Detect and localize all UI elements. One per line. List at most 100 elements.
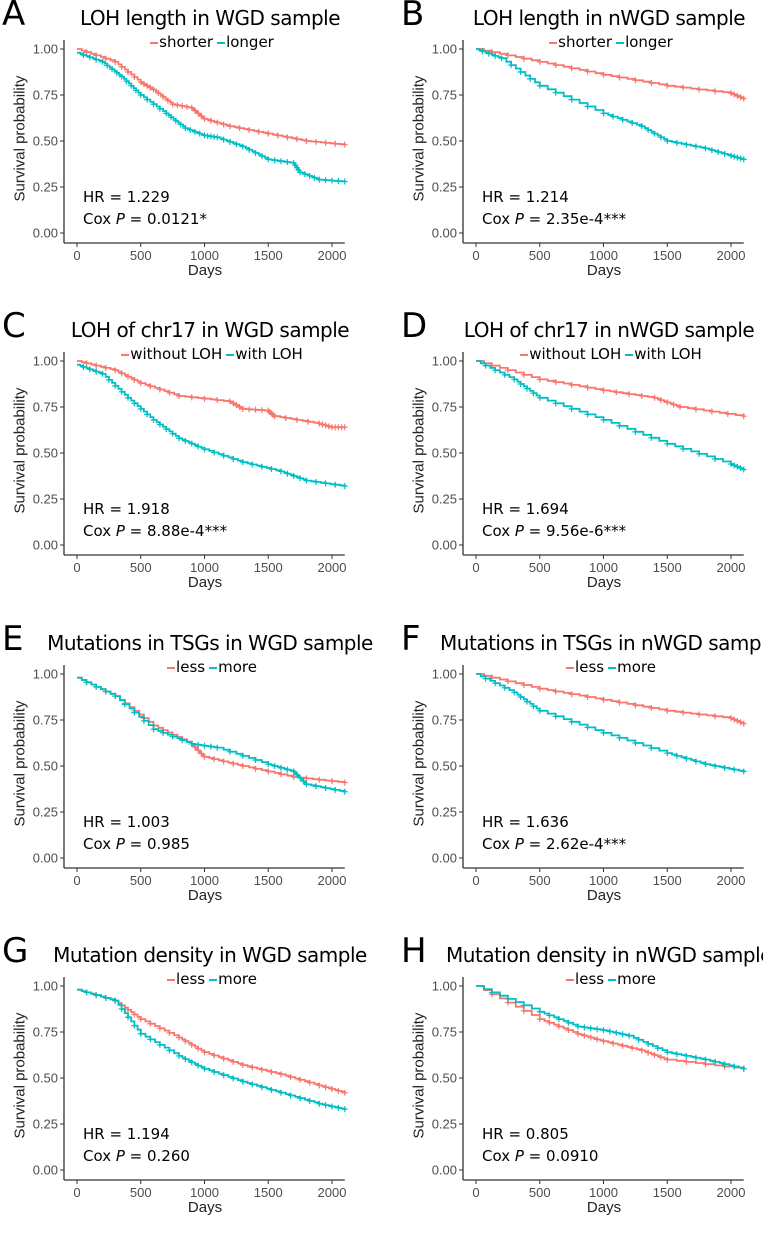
survival-curve-2 xyxy=(476,48,745,160)
x-tick-label: 0 xyxy=(73,1185,80,1200)
y-tick-label: 0.50 xyxy=(33,1071,58,1086)
censor-mark xyxy=(220,1055,227,1062)
y-tick-label: 1.00 xyxy=(33,979,58,994)
censor-mark xyxy=(176,1052,182,1059)
y-tick-label: 0.25 xyxy=(33,1117,58,1132)
chart-title: LOH of chr17 in nWGD sample xyxy=(463,318,755,342)
censor-mark xyxy=(677,404,683,410)
plot-area: 0.00 0.25 0.50 0.75 1.00 0 500 1000 1500 2000 xyxy=(432,977,747,1200)
censor-mark xyxy=(673,1051,680,1058)
censor-mark xyxy=(616,74,623,81)
censor-mark xyxy=(712,455,719,462)
censor-mark xyxy=(737,719,744,726)
censor-mark xyxy=(536,685,543,692)
hazard-ratio: HR = 1.003 xyxy=(83,813,170,831)
censor-mark xyxy=(271,763,278,769)
km-panel-f: 0.00 0.25 0.50 0.75 1.00 0 500 1000 1500 2000 F Mut… xyxy=(399,619,763,937)
censor-mark xyxy=(268,1086,275,1093)
censor-mark xyxy=(329,1086,335,1093)
x-tick-label: 1500 xyxy=(254,560,283,575)
censor-mark xyxy=(227,138,233,145)
censor-mark xyxy=(160,93,167,100)
x-tick-label: 500 xyxy=(130,1185,152,1200)
censor-mark xyxy=(648,80,655,87)
legend-swatch xyxy=(167,978,176,981)
censor-mark xyxy=(112,693,119,700)
censor-mark xyxy=(176,392,182,399)
censor-mark xyxy=(112,997,119,1004)
censor-mark xyxy=(517,694,524,700)
censor-mark xyxy=(99,58,106,65)
hazard-ratio: HR = 1.229 xyxy=(83,188,170,206)
censor-mark xyxy=(638,1047,645,1054)
x-axis-label: Days xyxy=(187,1199,223,1216)
censor-mark xyxy=(86,54,93,61)
censor-mark xyxy=(220,136,227,143)
censor-mark xyxy=(239,459,246,466)
censor-mark xyxy=(102,994,109,1001)
censor-mark xyxy=(555,1023,562,1030)
censor-mark xyxy=(191,128,198,135)
censor-mark xyxy=(610,1040,617,1047)
x-tick-label: 0 xyxy=(73,248,80,263)
censor-mark xyxy=(648,705,655,712)
censor-mark xyxy=(246,146,253,153)
censor-mark xyxy=(600,1027,607,1034)
censor-mark xyxy=(93,368,100,375)
censor-mark xyxy=(555,1016,562,1023)
censor-mark xyxy=(252,149,259,156)
x-tick-label: 2000 xyxy=(717,248,746,263)
survival-curve-1 xyxy=(77,676,346,783)
censor-mark xyxy=(112,367,119,374)
censor-mark xyxy=(297,169,304,176)
censor-mark xyxy=(715,149,722,156)
x-tick-label: 1000 xyxy=(589,1185,618,1200)
cox-p-value: Cox P = 2.35e-4*** xyxy=(482,210,626,228)
legend-label: with LOH xyxy=(235,345,303,363)
censor-mark xyxy=(645,1040,652,1047)
y-tick-label: 1.00 xyxy=(432,354,457,369)
censor-mark xyxy=(164,97,171,104)
y-tick-label: 0.25 xyxy=(432,492,457,507)
y-axis-label: Survival probability xyxy=(410,387,428,514)
censor-mark xyxy=(322,1102,329,1109)
censor-mark xyxy=(118,73,125,80)
censor-mark xyxy=(102,364,109,371)
censor-mark xyxy=(220,452,227,459)
censor-mark xyxy=(214,397,221,404)
x-tick-label: 1000 xyxy=(190,248,219,263)
censor-mark xyxy=(670,401,677,408)
km-panel-h: 0.00 0.25 0.50 0.75 1.00 0 500 1000 1500 2000 H Mut… xyxy=(399,931,763,1249)
panel-letter: E xyxy=(2,619,24,659)
censor-mark xyxy=(198,113,205,120)
y-tick-label: 0.25 xyxy=(432,1117,457,1132)
censor-mark xyxy=(287,1092,294,1099)
censor-mark xyxy=(734,92,741,99)
censor-mark xyxy=(155,90,162,97)
censor-mark xyxy=(610,113,617,120)
y-tick-label: 0.75 xyxy=(432,88,457,103)
cox-value: = 0.260 xyxy=(124,1147,190,1165)
censor-mark xyxy=(169,733,176,740)
p-symbol: P xyxy=(115,210,125,228)
censor-mark xyxy=(692,758,699,765)
censor-mark xyxy=(664,1049,671,1056)
censor-mark xyxy=(265,768,272,775)
x-tick-label: 1000 xyxy=(190,560,219,575)
x-tick-label: 1500 xyxy=(254,248,283,263)
censor-mark xyxy=(632,428,639,435)
x-tick-label: 0 xyxy=(73,560,80,575)
censor-mark xyxy=(284,470,291,477)
survival-curve-1 xyxy=(77,48,346,146)
censor-mark xyxy=(258,407,265,414)
censor-mark xyxy=(629,120,636,127)
censor-mark xyxy=(740,156,747,163)
y-tick-label: 0.75 xyxy=(33,1025,58,1040)
censor-mark xyxy=(740,720,747,727)
cox-p-value: Cox P = 0.0121* xyxy=(83,210,207,228)
censor-mark xyxy=(552,62,559,69)
censor-mark xyxy=(520,1002,527,1009)
censor-mark xyxy=(274,132,281,139)
censor-mark xyxy=(287,1074,294,1081)
censor-mark xyxy=(335,178,342,185)
